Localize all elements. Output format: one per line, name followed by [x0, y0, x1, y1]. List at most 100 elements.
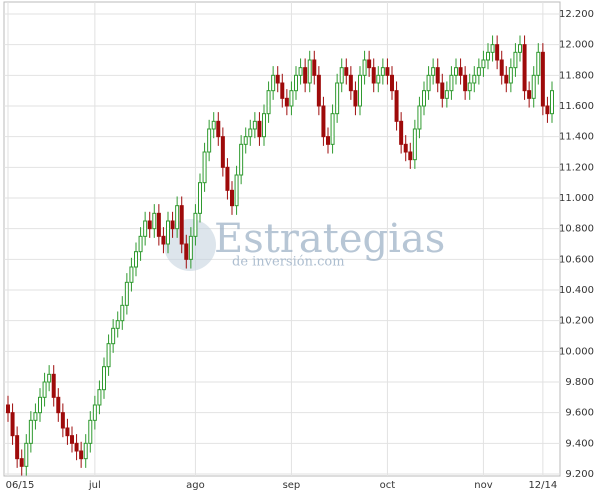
- candle-body: [522, 44, 527, 92]
- y-tick-label: 10.200: [559, 316, 594, 327]
- candle-body: [115, 320, 120, 329]
- candle-body: [508, 67, 513, 84]
- candle-body: [454, 67, 458, 76]
- candle-body: [527, 90, 532, 99]
- candle-body: [550, 90, 554, 115]
- candle-body: [129, 266, 134, 283]
- candle-body: [280, 82, 285, 99]
- candle-body: [56, 396, 61, 414]
- candle-body: [472, 74, 477, 84]
- candle-body: [24, 442, 29, 467]
- candle-body: [10, 412, 15, 437]
- candle-body: [147, 220, 152, 230]
- candle-body: [330, 113, 335, 145]
- candle-body: [513, 51, 518, 69]
- x-tick-label: 06/15: [6, 480, 35, 491]
- candle-body: [161, 235, 166, 245]
- candle-body: [362, 59, 367, 76]
- candle-body: [83, 442, 88, 460]
- y-tick-label: 11.400: [559, 132, 594, 143]
- y-tick-label: 10.600: [559, 254, 594, 265]
- candle-body: [220, 136, 225, 168]
- candle-body: [367, 59, 372, 69]
- y-tick-label: 10.800: [559, 224, 594, 235]
- candle-body: [15, 435, 20, 460]
- candle-body: [344, 67, 349, 76]
- candle-body: [216, 120, 221, 138]
- candle-body: [193, 212, 198, 237]
- candle-body: [124, 281, 129, 306]
- candle-body: [70, 435, 74, 444]
- candle-body: [156, 212, 161, 237]
- y-tick-label: 12.200: [559, 9, 594, 20]
- y-tick-label: 10.400: [559, 285, 594, 296]
- y-tick-label: 9.600: [565, 408, 594, 419]
- candle-body: [106, 343, 111, 368]
- candle-body: [348, 74, 353, 92]
- candle-body: [51, 373, 56, 398]
- candle-body: [380, 67, 385, 76]
- candle-body: [531, 74, 536, 99]
- candle-body: [102, 366, 106, 391]
- candle-body: [28, 419, 33, 444]
- y-tick-label: 11.800: [559, 70, 594, 81]
- candle-body: [184, 243, 189, 260]
- candle-body: [326, 136, 330, 145]
- candle-body: [188, 235, 193, 260]
- candle-body: [19, 458, 24, 467]
- candle-body: [458, 67, 463, 76]
- candle-body: [316, 74, 321, 107]
- candle-body: [225, 166, 230, 191]
- watermark-subtitle: de inversión.com: [232, 255, 345, 270]
- candle-body: [476, 67, 481, 76]
- candle-body: [230, 189, 234, 207]
- candle-body: [92, 404, 97, 421]
- candle-body: [518, 44, 522, 53]
- candle-body: [38, 396, 42, 414]
- x-tick-label: oct: [380, 480, 396, 491]
- candle-body: [312, 59, 317, 76]
- candle-body: [243, 136, 248, 145]
- candle-body: [422, 90, 426, 107]
- candle-body: [298, 67, 303, 76]
- candle-body: [97, 389, 102, 406]
- candle-body: [257, 120, 262, 138]
- candle-body: [431, 67, 436, 76]
- candle-body: [284, 97, 289, 107]
- candle-body: [74, 442, 79, 452]
- candle-body: [303, 67, 308, 84]
- x-tick-label: 12/14: [528, 480, 557, 491]
- y-tick-label: 11.000: [559, 193, 594, 204]
- watermark-title: Estrategias: [214, 216, 445, 262]
- candle-body: [353, 90, 358, 107]
- candle-body: [6, 404, 10, 414]
- candle-body: [335, 82, 340, 115]
- candle-body: [435, 67, 440, 84]
- candle-body: [266, 90, 271, 115]
- candle-body: [275, 74, 280, 84]
- candle-body: [481, 59, 486, 69]
- y-tick-label: 9.200: [565, 469, 594, 480]
- candle-body: [412, 128, 417, 161]
- x-tick-label: ago: [186, 480, 205, 491]
- candle-body: [202, 151, 207, 184]
- candle-body: [467, 82, 472, 92]
- candle-body: [540, 51, 545, 107]
- candle-body: [444, 90, 449, 99]
- candle-body: [60, 412, 65, 429]
- candle-body: [390, 74, 394, 92]
- candle-body: [499, 59, 504, 76]
- candle-body: [449, 74, 454, 92]
- candle-body: [463, 74, 468, 92]
- candle-body: [166, 220, 170, 245]
- candle-body: [47, 373, 52, 383]
- candle-body: [545, 105, 550, 115]
- candle-body: [143, 220, 148, 237]
- candle-body: [111, 327, 116, 345]
- candle-body: [385, 67, 390, 76]
- candle-body: [504, 74, 509, 84]
- candle-body: [440, 82, 445, 99]
- candle-body: [152, 212, 157, 230]
- y-tick-label: 11.600: [559, 101, 594, 112]
